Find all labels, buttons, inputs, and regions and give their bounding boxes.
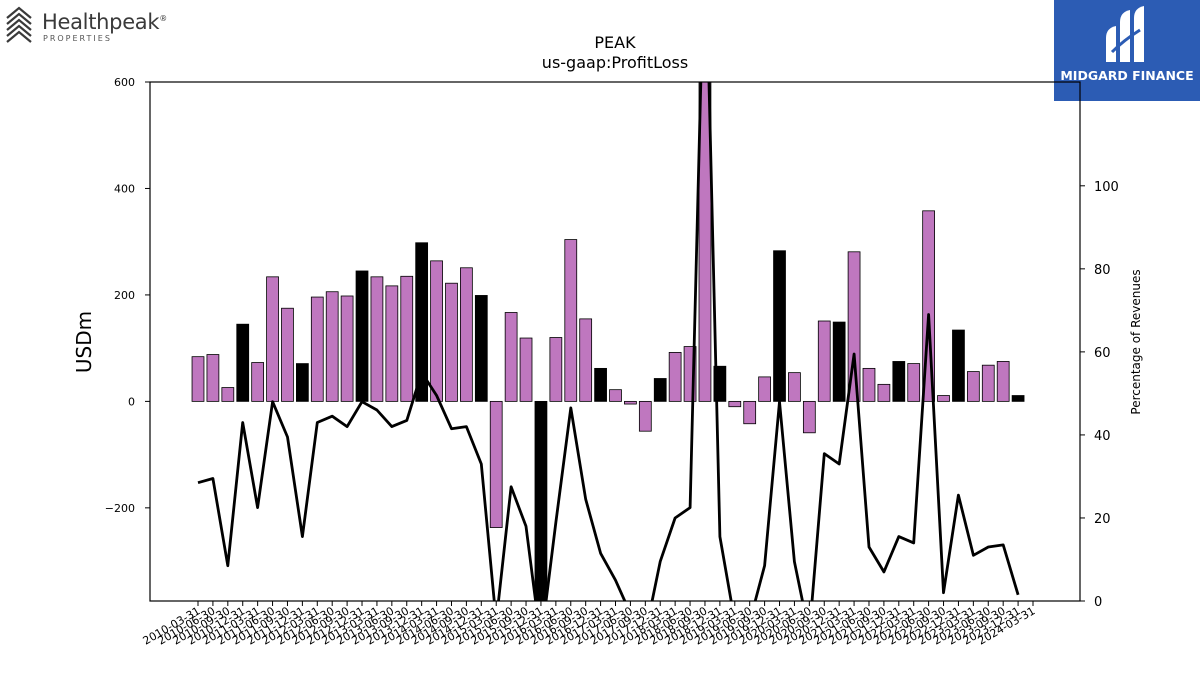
bar-2018-12-31 — [713, 365, 727, 402]
bar-2020-03-31 — [788, 372, 801, 402]
y-tick-label: −200 — [105, 502, 135, 515]
bar-2019-12-31 — [773, 250, 786, 402]
healthpeak-wordmark: Healthpeak® — [42, 10, 167, 34]
healthpeak-house-icon — [6, 6, 32, 43]
bar-2012-03-31 — [310, 296, 324, 402]
bar-2018-09-30 — [698, 82, 712, 402]
y-tick-label: 400 — [114, 182, 135, 195]
bar-2015-09-30 — [519, 337, 533, 402]
bar-2022-12-31 — [952, 329, 965, 402]
percentage-line — [197, 82, 1020, 601]
x-axis: 2010-03-312010-06-302010-09-302010-12-31… — [141, 601, 1038, 648]
bar-2020-06-30 — [802, 400, 816, 434]
bar-2019-03-31 — [728, 400, 742, 408]
bar-2023-12-31 — [1011, 395, 1025, 402]
bar-2010-09-30 — [221, 387, 235, 402]
bar-2023-06-30 — [981, 364, 995, 402]
bar-2019-06-30 — [743, 400, 757, 425]
bar-2011-03-31 — [251, 362, 265, 402]
y-tick-label: 200 — [114, 289, 135, 302]
line-series — [197, 82, 1020, 601]
y-tick-label: 600 — [114, 76, 135, 89]
chart-title: PEAK — [594, 33, 636, 52]
bar-2010-03-31 — [191, 356, 205, 402]
y2-tick-label: 100 — [1094, 180, 1119, 195]
bar-2016-09-30 — [579, 318, 593, 402]
bar-series — [191, 82, 1025, 601]
bar-2017-03-31 — [609, 389, 622, 402]
bar-2015-06-30 — [504, 312, 518, 402]
bar-2016-12-31 — [594, 367, 607, 402]
y2-axis-label: Percentage of Revenues — [1129, 269, 1143, 414]
bar-2020-12-31 — [832, 321, 846, 402]
chart-subtitle: us-gaap:ProfitLoss — [542, 53, 688, 72]
bar-2011-06-30 — [266, 276, 279, 402]
y2-tick-label: 60 — [1094, 346, 1111, 361]
bar-2015-03-31 — [489, 400, 503, 528]
bar-2022-03-31 — [907, 363, 921, 402]
y-axis-label: USDm — [72, 311, 96, 373]
bar-2014-12-31 — [474, 295, 488, 402]
bar-2022-09-30 — [937, 395, 950, 402]
bar-2013-03-31 — [370, 276, 384, 402]
left-axis: −200 0 200 400 600 — [105, 76, 150, 515]
bar-2012-09-30 — [340, 295, 354, 402]
y2-tick-label: 80 — [1094, 263, 1111, 278]
bar-2013-12-31 — [415, 242, 429, 402]
bar-2022-06-30 — [922, 210, 935, 402]
bar-2011-09-30 — [281, 307, 294, 402]
bar-2018-06-30 — [683, 346, 697, 402]
bar-2018-03-31 — [668, 352, 682, 402]
bar-2021-12-31 — [892, 361, 906, 402]
y2-tick-label: 40 — [1094, 429, 1111, 444]
bar-2013-06-30 — [385, 285, 399, 402]
bar-2010-06-30 — [206, 354, 220, 402]
bar-2017-09-30 — [638, 400, 652, 432]
bar-2016-06-30 — [564, 239, 578, 402]
bar-2014-03-31 — [430, 260, 443, 402]
bar-2014-06-30 — [445, 282, 458, 402]
healthpeak-logo: Healthpeak® PROPERTIES — [4, 4, 174, 48]
bar-2017-12-31 — [653, 378, 667, 402]
bar-2014-09-30 — [460, 267, 473, 402]
bar-2021-03-31 — [847, 251, 861, 402]
bar-2012-12-31 — [355, 270, 369, 402]
bar-2010-12-31 — [236, 323, 250, 402]
bar-2015-12-31 — [534, 400, 548, 601]
midgard-emblem-icon — [1106, 6, 1144, 62]
bar-2021-06-30 — [862, 367, 876, 402]
y2-tick-label: 0 — [1094, 595, 1102, 610]
right-axis: 0 20 40 60 80 100 — [1080, 180, 1119, 610]
bar-2023-03-31 — [966, 371, 980, 402]
bar-2023-09-30 — [996, 361, 1010, 402]
bar-2017-06-30 — [624, 400, 637, 405]
midgard-finance-logo: MIDGARD FINANCE — [1054, 0, 1200, 101]
bar-2016-03-31 — [549, 337, 563, 402]
bar-2011-12-31 — [296, 363, 309, 402]
healthpeak-sub: PROPERTIES — [43, 34, 112, 43]
y2-tick-label: 20 — [1094, 512, 1111, 527]
bar-2020-09-30 — [817, 320, 831, 402]
bar-2013-09-30 — [400, 275, 414, 402]
bar-2019-09-30 — [758, 376, 771, 402]
bar-2021-09-30 — [877, 383, 891, 402]
bar-2012-06-30 — [325, 291, 339, 402]
y-tick-label: 0 — [128, 395, 135, 408]
midgard-finance-wordmark: MIDGARD FINANCE — [1060, 68, 1194, 83]
